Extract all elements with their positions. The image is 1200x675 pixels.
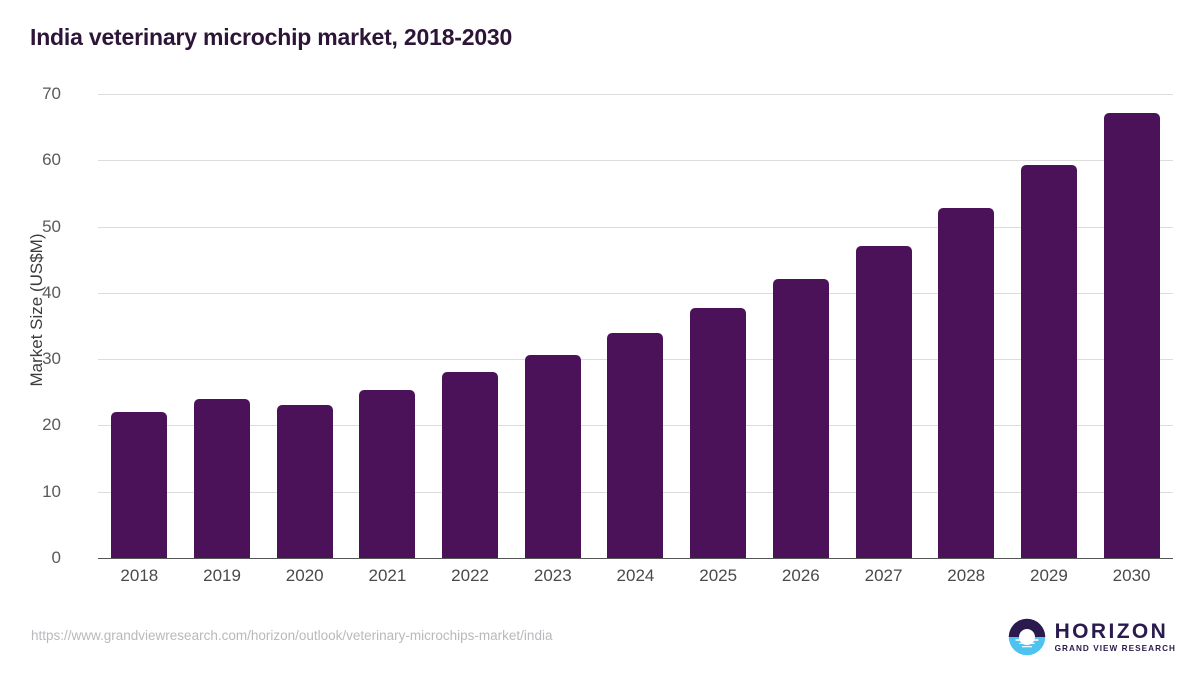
gridline-40 (98, 292, 1173, 294)
gridlines-and-yticks: 0 10 20 30 40 50 60 70 (42, 84, 1173, 567)
bar-group-2020: 2020 (263, 94, 346, 585)
bar-group-2025: 2025 (677, 94, 760, 585)
bar[interactable] (607, 333, 664, 558)
x-tick-label: 2019 (203, 566, 241, 585)
bar[interactable] (1103, 112, 1160, 558)
x-tick-label: 2030 (1112, 566, 1151, 585)
logo-wordmark: HORIZON (1054, 619, 1169, 643)
x-tick-label: 2027 (864, 566, 903, 585)
y-tick-label: 30 (42, 349, 61, 369)
gridline-50 (98, 226, 1173, 228)
x-tick-label: 2028 (947, 566, 986, 585)
bar-group-2021: 2021 (346, 94, 429, 585)
gridline-0 (98, 558, 1173, 559)
x-tick-label: 2020 (285, 566, 324, 585)
y-tick-label: 70 (42, 84, 61, 103)
x-tick-label: 2024 (616, 566, 655, 585)
x-tick-label: 2023 (533, 566, 572, 585)
y-tick-label: 40 (42, 282, 61, 302)
page-title: India veterinary microchip market, 2018-… (30, 24, 513, 50)
bar-group-2019: 2019 (181, 94, 264, 585)
x-tick-label: 2026 (781, 566, 820, 585)
x-tick-label: 2029 (1029, 566, 1068, 585)
bar[interactable] (938, 208, 995, 558)
gridline-60 (98, 160, 1173, 162)
bar[interactable] (111, 411, 168, 558)
source-url[interactable]: https://www.grandviewresearch.com/horizo… (31, 628, 553, 643)
gridline-70 (98, 94, 1173, 95)
bar[interactable] (855, 246, 912, 558)
bar-group-2030: 2030 (1090, 94, 1173, 585)
y-tick-label: 50 (42, 216, 61, 236)
x-tick-label: 2022 (451, 566, 489, 585)
plot-area: Market Size (US$M) 0 10 20 30 40 50 60 70 2018 2… (27, 84, 1173, 585)
logo-tagline: GRAND VIEW RESEARCH (1054, 643, 1176, 653)
y-tick-label: 60 (42, 150, 61, 170)
horizon-logo-text: HORIZON GRAND VIEW RESEARCH (1055, 621, 1176, 653)
bar[interactable] (772, 278, 829, 558)
bar-group-2026: 2026 (760, 94, 843, 585)
x-tick-label: 2021 (368, 566, 407, 585)
bar-group-2028: 2028 (925, 94, 1008, 585)
horizon-logo: HORIZON GRAND VIEW RESEARCH (1008, 618, 1176, 656)
bar-group-2022: 2022 (429, 94, 512, 585)
bar-group-2024: 2024 (594, 94, 677, 585)
y-tick-label: 0 (51, 548, 61, 567)
bar-group-2023: 2023 (511, 94, 594, 585)
x-tick-label: 2025 (699, 566, 738, 585)
bar-group-2018: 2018 (98, 94, 181, 585)
bar[interactable] (1020, 164, 1077, 558)
bar[interactable] (690, 308, 747, 558)
y-tick-label: 20 (42, 415, 61, 435)
bar[interactable] (442, 372, 499, 558)
bar[interactable] (276, 404, 333, 558)
bar[interactable] (359, 389, 416, 558)
bar[interactable] (524, 355, 581, 558)
y-tick-label: 10 (42, 481, 61, 501)
bar-group-2029: 2029 (1008, 94, 1091, 585)
bars-container: 2018 2019 2020 2021 2022 2023 2024 2025 2026 2027… (98, 94, 1173, 585)
horizon-logo-icon (1008, 618, 1045, 656)
bar[interactable] (194, 398, 251, 558)
x-tick-label: 2018 (120, 566, 159, 585)
bar-group-2027: 2027 (842, 94, 925, 585)
